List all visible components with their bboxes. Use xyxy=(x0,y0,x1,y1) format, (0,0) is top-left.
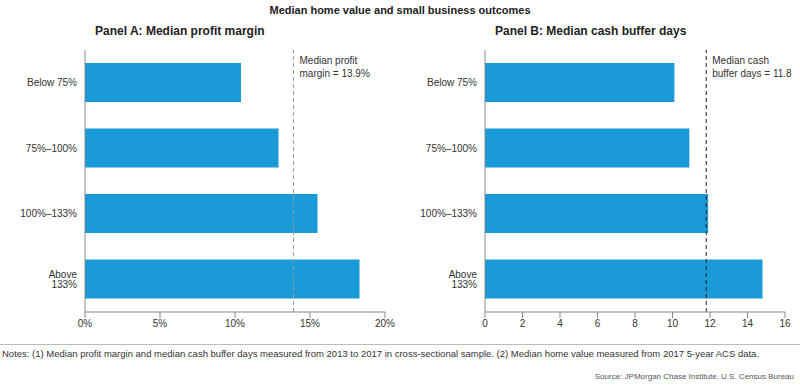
svg-text:100%–133%: 100%–133% xyxy=(420,208,477,219)
svg-text:75%–100%: 75%–100% xyxy=(426,143,477,154)
svg-text:Above133%: Above133% xyxy=(449,269,478,290)
svg-text:8: 8 xyxy=(632,318,638,329)
svg-text:4: 4 xyxy=(557,318,563,329)
svg-text:2: 2 xyxy=(520,318,526,329)
svg-text:100%–133%: 100%–133% xyxy=(20,208,77,219)
svg-text:10: 10 xyxy=(667,318,679,329)
svg-text:Median profitmargin = 13.9%: Median profitmargin = 13.9% xyxy=(300,55,370,79)
svg-text:20%: 20% xyxy=(375,318,395,329)
svg-text:10%: 10% xyxy=(225,318,245,329)
svg-text:16: 16 xyxy=(779,318,791,329)
svg-text:6: 6 xyxy=(595,318,601,329)
svg-text:Median cashbuffer days = 11.8: Median cashbuffer days = 11.8 xyxy=(712,55,792,79)
svg-text:15%: 15% xyxy=(300,318,320,329)
svg-text:Below 75%: Below 75% xyxy=(27,77,77,88)
svg-text:Below 75%: Below 75% xyxy=(427,77,477,88)
svg-text:0: 0 xyxy=(482,318,488,329)
html-text:Panel B: Median cash buffer da: Panel B: Median cash buffer days xyxy=(495,24,687,38)
svg-text:5%: 5% xyxy=(153,318,168,329)
html-text:Notes: (1) Median profit margi: Notes: (1) Median profit margin and medi… xyxy=(2,348,759,359)
html-text:Source: JPMorgan Chase Institu: Source: JPMorgan Chase Institute, U.S. C… xyxy=(594,372,794,381)
svg-text:0%: 0% xyxy=(78,318,93,329)
html-text:Panel A: Median profit margin: Panel A: Median profit margin xyxy=(95,24,265,38)
svg-text:14: 14 xyxy=(742,318,754,329)
svg-text:Above133%: Above133% xyxy=(49,269,78,290)
html-text:Median home value and small bu: Median home value and small business out… xyxy=(269,4,531,16)
svg-text:75%–100%: 75%–100% xyxy=(26,143,77,154)
svg-text:12: 12 xyxy=(704,318,716,329)
